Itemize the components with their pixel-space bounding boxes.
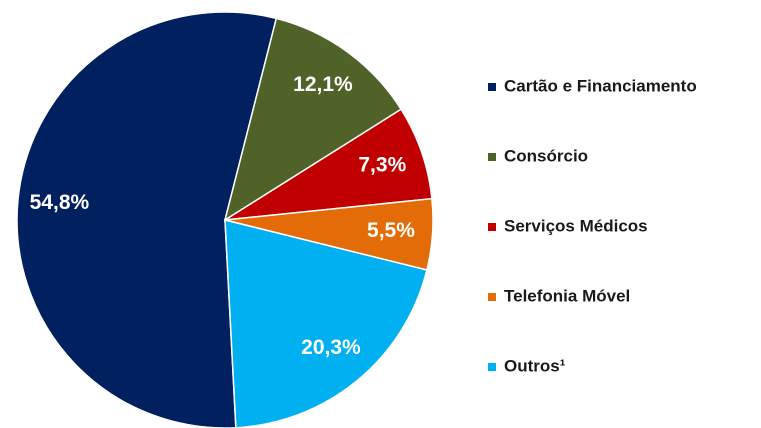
value-label: 5,5% [367,219,415,242]
pie-slice [223,17,403,222]
pie-slice [224,219,428,428]
value-label: 20,3% [301,336,361,359]
legend-swatch [488,223,496,231]
legend-label: Serviços Médicos [504,216,648,235]
legend-swatch [488,363,496,371]
value-label: 54,8% [30,191,90,214]
pie-slice [16,11,278,428]
legend-swatch [488,83,496,91]
legend-label: Consórcio [504,146,588,165]
value-label: 12,1% [293,73,353,96]
legend-label: Outros¹ [504,356,566,375]
legend-swatch [488,293,496,301]
legend-swatch [488,153,496,161]
legend-label: Cartão e Financiamento [504,76,697,95]
legend-label: Telefonia Móvel [504,286,630,305]
value-label: 7,3% [358,153,406,176]
